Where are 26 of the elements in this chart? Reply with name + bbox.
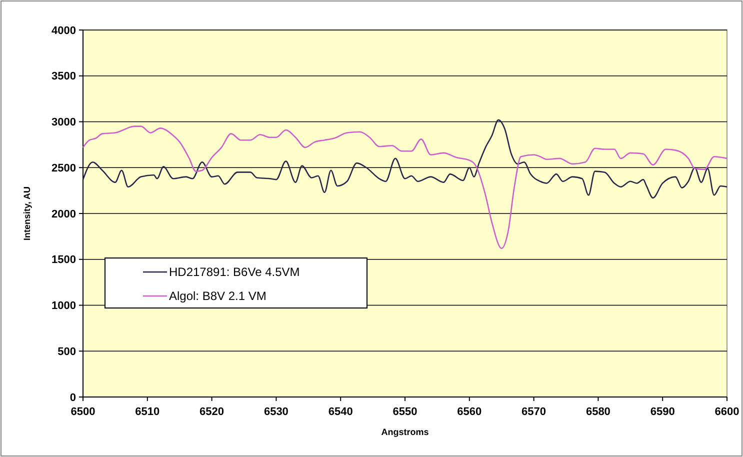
line-series <box>82 126 728 250</box>
y-tick-label: 4000 <box>52 24 76 37</box>
y-tick-label: 2000 <box>52 208 76 220</box>
y-tick-label: 0 <box>70 392 76 404</box>
x-tick-label: 6550 <box>392 406 418 418</box>
y-tick-label: 3000 <box>52 116 76 129</box>
line-series <box>82 119 728 199</box>
x-tick-label: 6590 <box>650 406 675 418</box>
y-tick-label: 2500 <box>52 162 76 174</box>
x-tick-label: 6530 <box>264 406 288 418</box>
x-tick-label: 6520 <box>200 406 224 418</box>
legend-label: HD217891: B6Ve 4.5VM <box>169 265 300 280</box>
y-tick-label: 1000 <box>52 300 76 312</box>
x-tick-label: 6560 <box>457 406 482 418</box>
x-tick-label: 6580 <box>586 406 610 418</box>
y-tick-label: 500 <box>58 346 76 358</box>
legend-label: Algol: B8V 2.1 VM <box>169 289 266 304</box>
y-axis-title: Intensity, AU <box>22 186 32 241</box>
y-tick-label: 1500 <box>52 254 76 266</box>
x-tick-label: 6600 <box>714 406 740 418</box>
x-tick-label: 6510 <box>135 406 160 418</box>
y-tick-label: 3500 <box>52 70 76 83</box>
x-tick-label: 6500 <box>70 406 96 418</box>
x-tick-label: 6570 <box>522 406 546 418</box>
x-tick-label: 6540 <box>328 406 353 418</box>
x-axis-title: Angstroms <box>381 427 429 437</box>
